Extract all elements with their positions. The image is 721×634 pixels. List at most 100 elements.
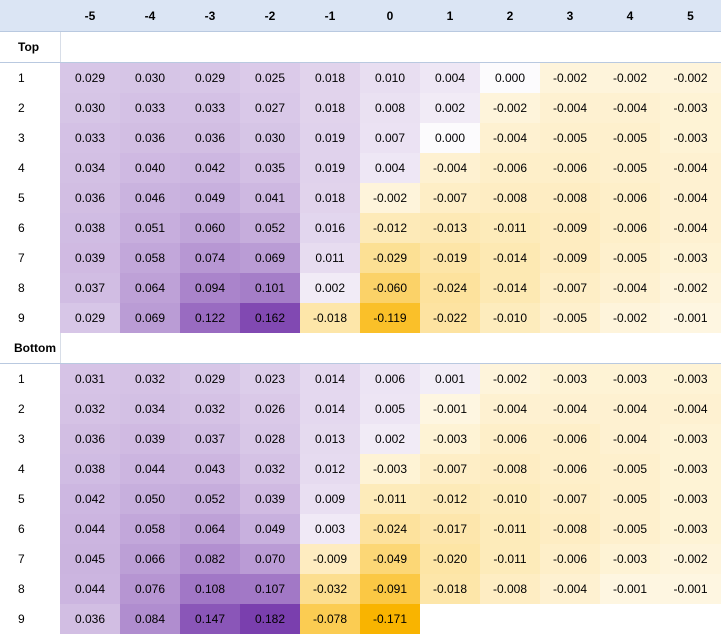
row-label: 6 — [0, 514, 60, 544]
column-header: 4 — [600, 0, 660, 32]
table-row: 9 0.029 0.069 0.122 0.162 -0.018 -0.119 -0.022-… — [0, 303, 721, 333]
heatmap-cell — [600, 604, 660, 634]
heatmap-cell: -0.009 — [540, 243, 600, 273]
heatmap-cell: 0.019 — [300, 153, 360, 183]
heatmap-cell: -0.003 — [420, 424, 480, 454]
row-label: 7 — [0, 544, 60, 574]
row-label: 7 — [0, 243, 60, 273]
heatmap-cell: -0.007 — [420, 454, 480, 484]
row-label: 1 — [0, 363, 60, 394]
heatmap-cell: 0.049 — [180, 183, 240, 213]
heatmap-cell: -0.006 — [600, 183, 660, 213]
table-row: 6 0.044 0.058 0.064 0.049 0.003 -0.024 -0.017 -0… — [0, 514, 721, 544]
heatmap-cell: 0.049 — [240, 514, 300, 544]
heatmap-cell: 0.070 — [240, 544, 300, 574]
heatmap-cell: -0.004 — [480, 394, 540, 424]
table-row: 6 0.038 0.051 0.060 0.052 0.016 -0.012 -0.013 -0… — [0, 213, 721, 243]
heatmap-cell: -0.004 — [540, 574, 600, 604]
heatmap-cell: 0.084 — [120, 604, 180, 634]
heatmap-cell: -0.014 — [480, 243, 540, 273]
heatmap-cell: 0.045 — [60, 544, 120, 574]
heatmap-cell: -0.020 — [420, 544, 480, 574]
row-label: 3 — [0, 424, 60, 454]
heatmap-cell: 0.018 — [300, 183, 360, 213]
heatmap-cell: 0.039 — [60, 243, 120, 273]
section-label: Top — [0, 31, 61, 63]
heatmap-cell: -0.002 — [660, 273, 721, 303]
heatmap-cell: 0.036 — [120, 123, 180, 153]
heatmap-cell: 0.002 — [360, 424, 420, 454]
heatmap-cell: 0.013 — [300, 424, 360, 454]
heatmap-cell — [540, 604, 600, 634]
heatmap-cell: 0.101 — [240, 273, 300, 303]
heatmap-cell: -0.004 — [600, 424, 660, 454]
heatmap-cell: 0.094 — [180, 273, 240, 303]
heatmap-cell: 0.058 — [120, 243, 180, 273]
column-header: 5 — [660, 0, 721, 32]
column-header: 1 — [420, 0, 480, 32]
heatmap-cell: -0.004 — [660, 153, 721, 183]
heatmap-cell: 0.051 — [120, 213, 180, 243]
heatmap-cell: -0.008 — [480, 183, 540, 213]
table-row: 4 0.038 0.044 0.043 0.032 0.012 -0.003 -0.007 -0… — [0, 454, 721, 484]
heatmap-cell: 0.040 — [120, 153, 180, 183]
heatmap-cell: -0.005 — [600, 153, 660, 183]
heatmap-cell: -0.003 — [660, 514, 721, 544]
heatmap-cell: 0.018 — [300, 93, 360, 123]
heatmap-cell: 0.064 — [180, 514, 240, 544]
heatmap-cell: 0.147 — [180, 604, 240, 634]
heatmap-cell: -0.003 — [660, 243, 721, 273]
column-header: -2 — [240, 0, 300, 32]
heatmap-cell: 0.029 — [180, 62, 240, 93]
heatmap-cell: 0.006 — [360, 363, 420, 394]
table-row: 7 0.045 0.066 0.082 0.070 -0.009 -0.049 -0.020-… — [0, 544, 721, 574]
heatmap-cell: 0.029 — [60, 62, 120, 93]
heatmap-cell: -0.018 — [420, 574, 480, 604]
heatmap-cell: -0.002 — [600, 62, 660, 93]
heatmap-cell: -0.001 — [600, 574, 660, 604]
heatmap-cell: -0.004 — [660, 213, 721, 243]
heatmap-cell: 0.037 — [60, 273, 120, 303]
heatmap-cell: 0.009 — [300, 484, 360, 514]
section-header-fill — [60, 333, 721, 364]
column-header-row: -5 -4 -3 -2 -1 0 1 2 3 4 5 — [0, 0, 721, 32]
heatmap-cell: 0.082 — [180, 544, 240, 574]
heatmap-cell: -0.002 — [360, 183, 420, 213]
heatmap-cell: -0.006 — [540, 153, 600, 183]
heatmap-cell: 0.031 — [60, 363, 120, 394]
heatmap-cell: -0.013 — [420, 213, 480, 243]
table-row: 1 0.031 0.032 0.029 0.023 0.014 0.006 0.001 -0.0… — [0, 363, 721, 394]
heatmap-cell: 0.030 — [60, 93, 120, 123]
heatmap-cell: -0.011 — [360, 484, 420, 514]
heatmap-cell: -0.003 — [660, 424, 721, 454]
heatmap-cell: 0.060 — [180, 213, 240, 243]
heatmap-cell: 0.023 — [240, 363, 300, 394]
heatmap-cell: 0.122 — [180, 303, 240, 333]
heatmap-cell: -0.004 — [600, 273, 660, 303]
heatmap-cell: 0.000 — [480, 62, 540, 93]
heatmap-cell: 0.044 — [120, 454, 180, 484]
heatmap-cell: 0.012 — [300, 454, 360, 484]
row-label: 5 — [0, 484, 60, 514]
heatmap-cell — [660, 604, 721, 634]
heatmap-cell: -0.003 — [600, 544, 660, 574]
column-header: -3 — [180, 0, 240, 32]
row-label: 4 — [0, 153, 60, 183]
heatmap-cell: 0.069 — [240, 243, 300, 273]
heatmap-cell: 0.052 — [240, 213, 300, 243]
heatmap-cell: -0.007 — [540, 484, 600, 514]
table-row: 1 0.029 0.030 0.029 0.025 0.018 0.010 0.004 0.00… — [0, 62, 721, 93]
row-label: 9 — [0, 604, 60, 634]
heatmap-cell: 0.001 — [420, 363, 480, 394]
heatmap-cell: -0.119 — [360, 303, 420, 333]
heatmap-cell: 0.019 — [300, 123, 360, 153]
heatmap-cell: 0.026 — [240, 394, 300, 424]
heatmap-cell: -0.017 — [420, 514, 480, 544]
heatmap-cell: -0.003 — [660, 93, 721, 123]
heatmap-cell: -0.003 — [540, 363, 600, 394]
heatmap-cell: -0.010 — [480, 484, 540, 514]
heatmap-cell: -0.014 — [480, 273, 540, 303]
heatmap-cell: -0.024 — [420, 273, 480, 303]
row-label: 9 — [0, 303, 60, 333]
